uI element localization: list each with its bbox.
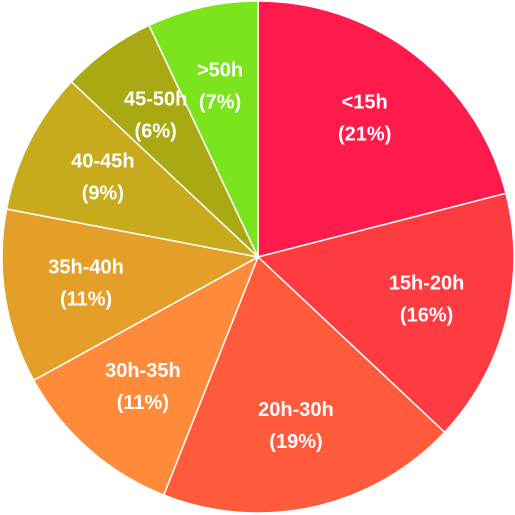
pie-slice [257,0,507,258]
slice-label: 30h-35h [105,360,181,382]
slice-value-label: (9%) [82,182,124,204]
slice-label: 35h-40h [48,257,124,279]
pie-slice [256,192,515,434]
slice-value-label: (11%) [60,289,112,311]
pie-slice [148,0,259,258]
slice-value-label: (6%) [135,120,177,142]
slice-value-label: (7%) [199,91,241,113]
slice-value-label: (21%) [338,124,391,146]
slice-value-label: (19%) [269,431,322,453]
slice-label: 20h-30h [258,399,334,421]
pie-slice [32,255,260,496]
pie-slice [1,208,261,382]
pie-slice [5,80,261,259]
pie-slice [162,255,446,514]
slice-label: 40-45h [71,150,134,172]
slice-label: 45-50h [124,88,187,110]
slice-label: <15h [342,92,388,114]
slice-value-label: (16%) [400,305,453,327]
slice-value-label: (11%) [117,392,169,414]
slice-label: >50h [197,59,243,81]
slice-label: 15h-20h [389,273,465,295]
